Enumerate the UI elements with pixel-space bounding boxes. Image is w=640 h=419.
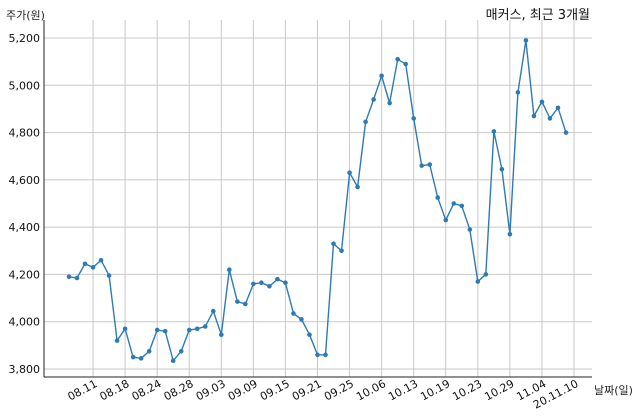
- data-point: [347, 170, 352, 176]
- x-tick-label: 08.24: [130, 377, 164, 403]
- x-tick-label: 09.25: [322, 377, 356, 403]
- data-point: [122, 326, 128, 332]
- data-point: [154, 327, 160, 333]
- data-points: [66, 38, 569, 364]
- y-tick-label: 4,200: [9, 268, 41, 281]
- data-point: [275, 276, 280, 282]
- data-point: [555, 105, 561, 111]
- data-point: [291, 311, 296, 316]
- data-point: [315, 352, 320, 358]
- data-point: [259, 280, 264, 286]
- data-point: [66, 274, 72, 280]
- data-point: [90, 265, 96, 270]
- x-tick-label: 10.29: [482, 377, 516, 403]
- data-point: [243, 301, 248, 307]
- data-point: [539, 99, 545, 105]
- data-point: [395, 56, 400, 62]
- data-point: [339, 248, 344, 254]
- x-tick-label: 08.28: [162, 377, 196, 403]
- x-tick-label: 09.15: [258, 377, 292, 403]
- data-point: [74, 275, 80, 281]
- data-point: [170, 358, 176, 364]
- x-axis-label: 날짜(일): [594, 383, 633, 397]
- data-point: [114, 338, 120, 343]
- x-tick-label: 09.03: [194, 377, 228, 403]
- data-point: [355, 184, 360, 190]
- grid-lines: [44, 20, 592, 377]
- data-point: [299, 317, 304, 322]
- data-point: [130, 354, 136, 360]
- x-tick-labels: 08.1108.1808.2408.2809.0309.0909.1509.21…: [66, 377, 581, 411]
- data-point: [531, 113, 537, 119]
- x-tick-label: 10.19: [418, 377, 452, 403]
- y-tick-label: 4,600: [9, 174, 41, 187]
- data-point: [106, 273, 112, 278]
- y-tick-label: 5,000: [9, 79, 41, 92]
- y-tick-label: 3,800: [9, 363, 41, 376]
- x-tick-label: 10.06: [354, 377, 388, 403]
- data-point: [283, 280, 288, 286]
- data-point: [459, 203, 465, 209]
- x-tick-label: 10.13: [386, 377, 420, 403]
- chart-title: 매커스, 최근 3개월: [486, 8, 590, 23]
- data-point: [138, 356, 144, 361]
- data-point: [186, 327, 192, 333]
- data-point: [331, 241, 336, 246]
- data-point: [323, 352, 328, 358]
- data-point: [435, 195, 441, 200]
- data-point: [411, 116, 416, 121]
- data-point: [146, 348, 152, 354]
- x-tick-label: 09.09: [226, 377, 260, 403]
- axes: [43, 20, 592, 378]
- data-point: [403, 61, 408, 67]
- data-point: [451, 201, 457, 206]
- x-tick-label: 08.11: [66, 377, 100, 403]
- y-tick-label: 4,000: [9, 316, 41, 329]
- data-point: [379, 73, 384, 79]
- x-tick-label: 08.18: [98, 377, 132, 403]
- data-point: [307, 332, 312, 338]
- data-point: [194, 326, 200, 332]
- data-point: [563, 130, 569, 135]
- data-point: [227, 267, 232, 273]
- data-point: [547, 116, 553, 121]
- data-point: [251, 281, 256, 287]
- data-point: [162, 328, 168, 334]
- data-point: [491, 129, 497, 134]
- data-point: [483, 272, 489, 277]
- y-tick-label: 4,400: [9, 221, 41, 234]
- data-point: [219, 332, 224, 338]
- data-point: [202, 324, 208, 329]
- data-point: [499, 166, 505, 172]
- data-point: [178, 348, 184, 354]
- data-point: [443, 217, 449, 223]
- data-point: [419, 163, 425, 168]
- y-axis-label: 주가(원): [6, 9, 45, 22]
- data-point: [467, 227, 473, 232]
- data-point: [98, 257, 104, 263]
- data-point: [507, 231, 513, 237]
- data-point: [515, 90, 521, 95]
- x-tick-label: 10.23: [450, 377, 484, 403]
- data-point: [363, 119, 368, 125]
- data-point: [475, 279, 481, 284]
- data-point: [387, 100, 392, 106]
- y-tick-label: 5,200: [9, 32, 41, 45]
- y-tick-labels: 3,800 4,000 4,200 4,400 4,600 4,800 5,000 5,200: [9, 32, 41, 376]
- data-point: [82, 261, 88, 267]
- data-point: [235, 299, 240, 304]
- data-point: [371, 97, 376, 102]
- data-point: [267, 283, 272, 289]
- data-point: [523, 38, 529, 43]
- data-point: [210, 308, 216, 314]
- y-tick-label: 4,800: [9, 127, 41, 140]
- x-tick-label: 09.21: [290, 377, 324, 403]
- data-point: [427, 162, 433, 167]
